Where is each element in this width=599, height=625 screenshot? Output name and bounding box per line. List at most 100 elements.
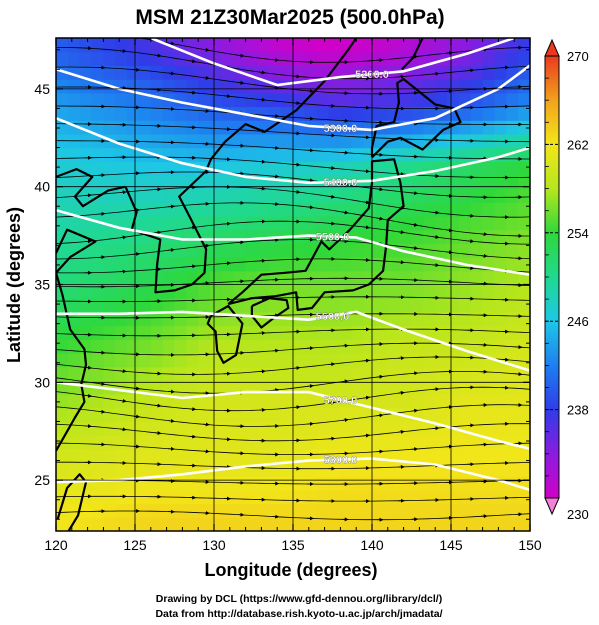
temperature-cell	[127, 229, 140, 244]
temperature-cell	[482, 161, 496, 176]
temperature-cell	[150, 133, 164, 149]
temperature-cell	[233, 353, 247, 368]
temperature-cell	[186, 202, 199, 217]
temperature-cell	[293, 243, 306, 258]
wind-arrow	[272, 388, 280, 393]
temperature-cell	[447, 435, 460, 450]
temperature-cell	[150, 51, 164, 66]
temperature-cell	[447, 243, 460, 258]
temperature-cell	[435, 65, 448, 80]
temperature-cell	[162, 202, 176, 217]
temperature-cell	[127, 51, 140, 66]
temperature-cell	[387, 229, 401, 244]
temperature-cell	[127, 147, 140, 162]
temperature-cell	[506, 38, 519, 53]
wind-arrow	[98, 381, 106, 386]
temperature-cell	[518, 489, 530, 505]
temperature-cell	[56, 216, 69, 231]
temperature-cell	[91, 51, 104, 66]
temperature-cell	[138, 120, 152, 135]
temperature-cell	[411, 106, 424, 121]
temperature-cell	[435, 325, 448, 340]
temperature-cell	[340, 503, 353, 518]
wind-arrow	[376, 216, 384, 221]
temperature-cell	[435, 202, 448, 217]
temperature-cell	[376, 366, 389, 381]
y-axis-ticks: 25 30 35 40 45	[34, 49, 530, 520]
temperature-cell	[79, 38, 93, 53]
temperature-cell	[162, 339, 176, 354]
temperature-cell	[399, 174, 413, 190]
temperature-cell	[340, 435, 353, 450]
temperature-cell	[482, 216, 496, 231]
temperature-cell	[293, 366, 306, 381]
temperature-cell	[423, 298, 436, 313]
temperature-cell	[210, 92, 223, 108]
wind-arrow	[467, 239, 475, 244]
temperature-cell	[328, 325, 341, 340]
wind-arrow	[502, 357, 510, 362]
temperature-cell	[328, 503, 341, 518]
temperature-cell	[399, 462, 413, 477]
temperature-cell	[138, 106, 152, 121]
temperature-cell	[257, 284, 270, 299]
wind-arrow	[432, 426, 440, 431]
temperature-cell	[399, 38, 413, 53]
temperature-cell	[506, 270, 519, 286]
temperature-cell	[470, 216, 484, 231]
temperature-cell	[162, 51, 176, 66]
height-contour-line	[56, 457, 530, 492]
coastline-hokkaido	[370, 78, 462, 159]
temperature-cell	[127, 407, 140, 423]
temperature-cell	[186, 448, 199, 464]
temperature-cell	[91, 161, 104, 176]
temperature-cell	[518, 202, 530, 217]
temperature-cell	[518, 147, 530, 162]
wind-arrow	[133, 386, 141, 391]
temperature-cell	[316, 517, 330, 531]
temperature-cell	[387, 366, 401, 381]
temperature-cell	[56, 462, 69, 477]
temperature-cell	[186, 133, 199, 149]
temperature-cell	[233, 394, 247, 409]
temperature-cell	[186, 517, 199, 531]
temperature-cell	[210, 380, 223, 395]
x-tick-label: 145	[439, 537, 463, 553]
temperature-cell	[150, 298, 164, 313]
temperature-cell	[233, 257, 247, 272]
wind-arrow	[189, 407, 197, 412]
temperature-cell	[423, 229, 436, 244]
temperature-cell	[458, 353, 472, 368]
temperature-cell	[127, 65, 140, 80]
temperature-cell	[293, 421, 306, 436]
temperature-cell	[127, 339, 140, 354]
temperature-cell	[162, 462, 176, 477]
temperature-cell	[198, 92, 211, 108]
temperature-cell	[221, 270, 235, 286]
temperature-cell	[186, 106, 199, 121]
temperature-cell	[257, 366, 270, 381]
temperature-cell	[423, 489, 436, 505]
temperature-cell	[79, 257, 93, 272]
temperature-cell	[150, 188, 164, 203]
temperature-cell	[376, 339, 389, 354]
temperature-cell	[210, 202, 223, 217]
temperature-cell	[494, 284, 507, 299]
temperature-cell	[340, 202, 353, 217]
temperature-cell	[245, 517, 258, 531]
temperature-cell	[304, 51, 318, 66]
temperature-cell	[470, 407, 484, 423]
temperature-cell	[506, 462, 519, 477]
wind-arrow	[85, 193, 92, 198]
x-tick-label: 135	[281, 537, 305, 553]
temperature-cell	[304, 106, 318, 121]
temperature-cell	[494, 394, 507, 409]
temperature-cell	[387, 503, 401, 518]
temperature-cell	[376, 380, 389, 395]
temperature-cell	[506, 133, 519, 149]
temperature-cell	[186, 353, 199, 368]
wind-arrow	[307, 205, 314, 210]
temperature-cell	[293, 503, 306, 518]
wind-arrow	[98, 255, 106, 260]
temperature-cell	[352, 366, 365, 381]
